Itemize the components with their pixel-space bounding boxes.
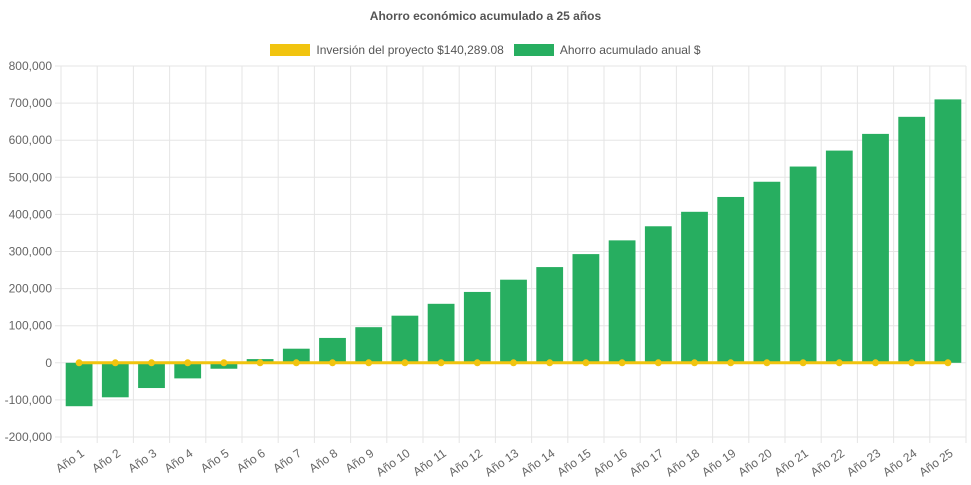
- x-tick-label: Año 15: [554, 446, 593, 479]
- bar: [355, 327, 383, 363]
- investment-point: [329, 359, 336, 367]
- x-tick-label: Año 10: [373, 446, 412, 479]
- bar: [862, 133, 889, 363]
- x-tick-label: Año 22: [808, 446, 847, 479]
- investment-point: [256, 359, 264, 367]
- investment-point: [292, 359, 300, 367]
- investment-point: [473, 359, 481, 367]
- legend-swatch-investment: [270, 44, 311, 56]
- bar: [681, 211, 708, 363]
- x-tick-label: Año 25: [916, 446, 955, 479]
- bar: [898, 116, 926, 363]
- bar: [644, 226, 672, 363]
- y-tick-label: 0: [45, 356, 52, 370]
- investment-point: [691, 359, 698, 367]
- x-tick-label: Año 1: [53, 446, 87, 476]
- x-tick-label: Año 3: [126, 446, 160, 476]
- x-tick-label: Año 4: [162, 446, 196, 476]
- bar: [934, 99, 962, 363]
- x-tick-label: Año 12: [446, 446, 485, 479]
- investment-point: [835, 359, 843, 367]
- bar: [391, 315, 419, 363]
- x-tick-label: Año 7: [270, 446, 304, 476]
- bar: [536, 267, 564, 363]
- x-tick-label: Año 21: [772, 446, 811, 479]
- bar: [282, 348, 310, 363]
- bar: [753, 181, 781, 363]
- bar: [463, 291, 491, 363]
- bar: [138, 362, 165, 389]
- y-tick-label: 400,000: [9, 207, 53, 221]
- x-tick-label: Año 18: [663, 446, 702, 479]
- bar: [789, 166, 817, 363]
- x-tick-label: Año 6: [234, 446, 268, 476]
- bar: [427, 303, 455, 363]
- x-tick-label: Año 17: [627, 446, 666, 479]
- x-tick-label: Año 8: [307, 446, 341, 476]
- y-tick-label: 600,000: [9, 133, 53, 147]
- bar: [572, 254, 600, 363]
- legend-swatch-savings: [513, 44, 554, 56]
- investment-point: [654, 359, 662, 367]
- legend: Inversión del proyecto $140,289.08 Ahorr…: [0, 43, 971, 57]
- y-tick-label: -200,000: [5, 430, 53, 444]
- y-tick-label: 300,000: [9, 245, 53, 259]
- investment-point: [799, 359, 807, 367]
- x-tick-label: Año 20: [735, 446, 774, 479]
- x-tick-label: Año 16: [591, 446, 630, 479]
- investment-point: [220, 359, 228, 367]
- bar: [717, 196, 745, 363]
- y-tick-label: 700,000: [9, 96, 53, 110]
- legend-item-investment[interactable]: Inversión del proyecto $140,289.08: [270, 43, 504, 57]
- bar: [500, 279, 527, 363]
- investment-point: [763, 359, 771, 367]
- investment-point: [437, 359, 445, 367]
- bar: [65, 362, 93, 407]
- bar: [608, 240, 636, 363]
- legend-item-savings[interactable]: Ahorro acumulado anual $: [513, 43, 701, 57]
- legend-label-savings: Ahorro acumulado anual $: [559, 43, 701, 57]
- y-tick-label: 200,000: [9, 282, 53, 296]
- investment-point: [75, 359, 83, 367]
- x-tick-label: Año 14: [518, 446, 557, 479]
- investment-point: [365, 359, 373, 367]
- y-tick-label: -100,000: [5, 393, 53, 407]
- x-tick-label: Año 24: [880, 446, 919, 479]
- x-tick-label: Año 23: [844, 446, 883, 479]
- y-tick-label: 100,000: [9, 319, 53, 333]
- x-tick-label: Año 9: [343, 446, 377, 476]
- investment-point: [111, 359, 119, 367]
- investment-point: [510, 359, 517, 367]
- y-tick-label: 800,000: [9, 59, 53, 73]
- investment-point: [148, 359, 155, 367]
- bar: [101, 362, 129, 398]
- investment-point: [944, 359, 952, 367]
- bar: [319, 337, 346, 363]
- investment-point: [872, 359, 879, 367]
- investment-point: [582, 359, 590, 367]
- investment-point: [908, 359, 916, 367]
- legend-label-investment: Inversión del proyecto $140,289.08: [316, 43, 504, 57]
- investment-point: [401, 359, 409, 367]
- x-tick-label: Año 11: [410, 446, 449, 479]
- y-tick-label: 500,000: [9, 170, 53, 184]
- bar: [174, 362, 202, 379]
- investment-point: [546, 359, 554, 367]
- x-tick-label: Año 19: [699, 446, 738, 479]
- investment-point: [727, 359, 735, 367]
- bar: [825, 150, 853, 363]
- investment-point: [184, 359, 192, 367]
- x-tick-label: Año 5: [198, 446, 232, 476]
- investment-point: [618, 359, 626, 367]
- chart-title: Ahorro económico acumulado a 25 años: [369, 9, 602, 23]
- x-tick-label: Año 2: [89, 446, 123, 476]
- x-tick-label: Año 13: [482, 446, 521, 479]
